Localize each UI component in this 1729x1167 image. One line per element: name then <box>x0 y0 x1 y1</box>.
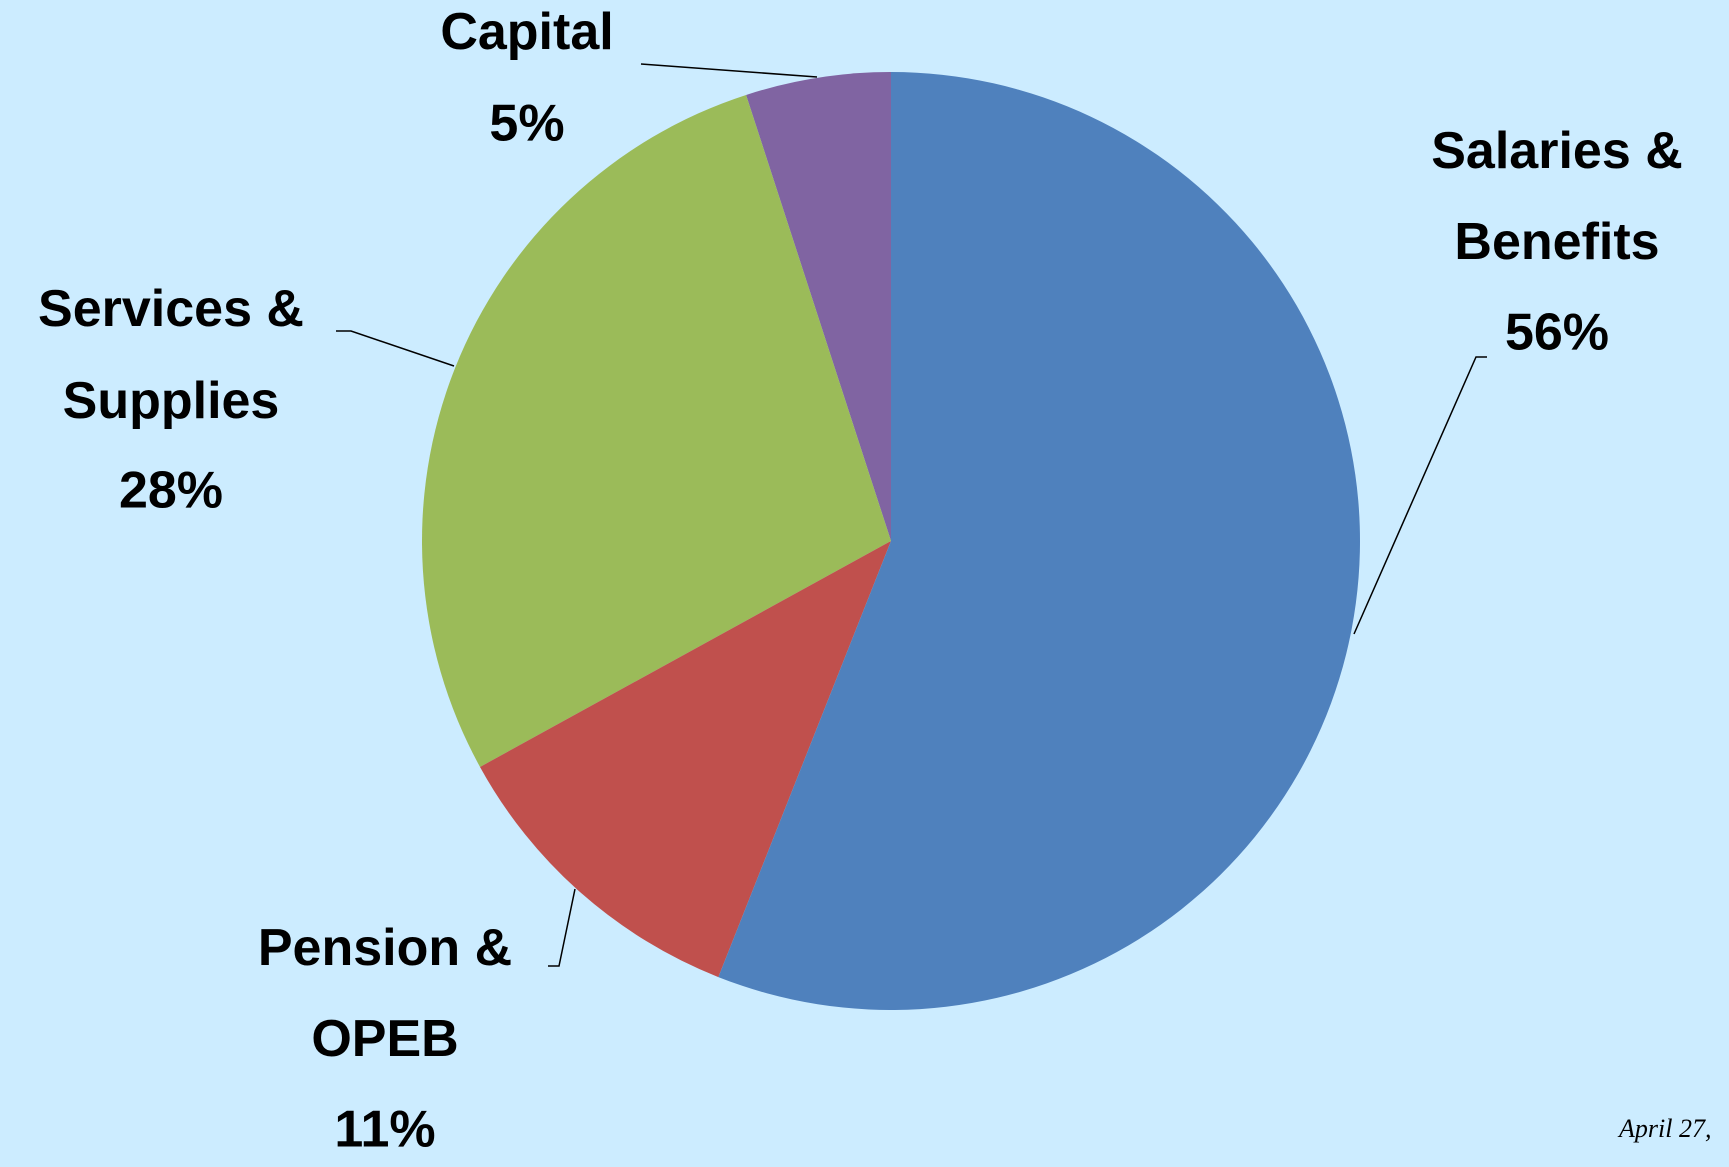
value-label: 11% <box>334 1101 435 1159</box>
category-label: Services & Supplies <box>38 280 304 430</box>
footer: April 27, <box>1617 1114 1711 1143</box>
leader-line <box>548 888 576 967</box>
value-label: 5% <box>489 95 564 153</box>
pie-slice <box>718 72 1360 1010</box>
pie-slice <box>480 541 891 978</box>
value-label: 28% <box>119 462 223 520</box>
category-label: Pension & OPEB <box>258 919 512 1068</box>
pie-slice <box>422 94 891 767</box>
leader-line <box>640 63 818 78</box>
value-label: 56% <box>1505 304 1609 362</box>
pie-slice <box>746 72 891 541</box>
category-label: Salaries & Benefits <box>1431 122 1683 271</box>
leader-line <box>336 330 455 367</box>
leader-line <box>1353 356 1487 635</box>
category-label: Capital <box>440 3 613 61</box>
